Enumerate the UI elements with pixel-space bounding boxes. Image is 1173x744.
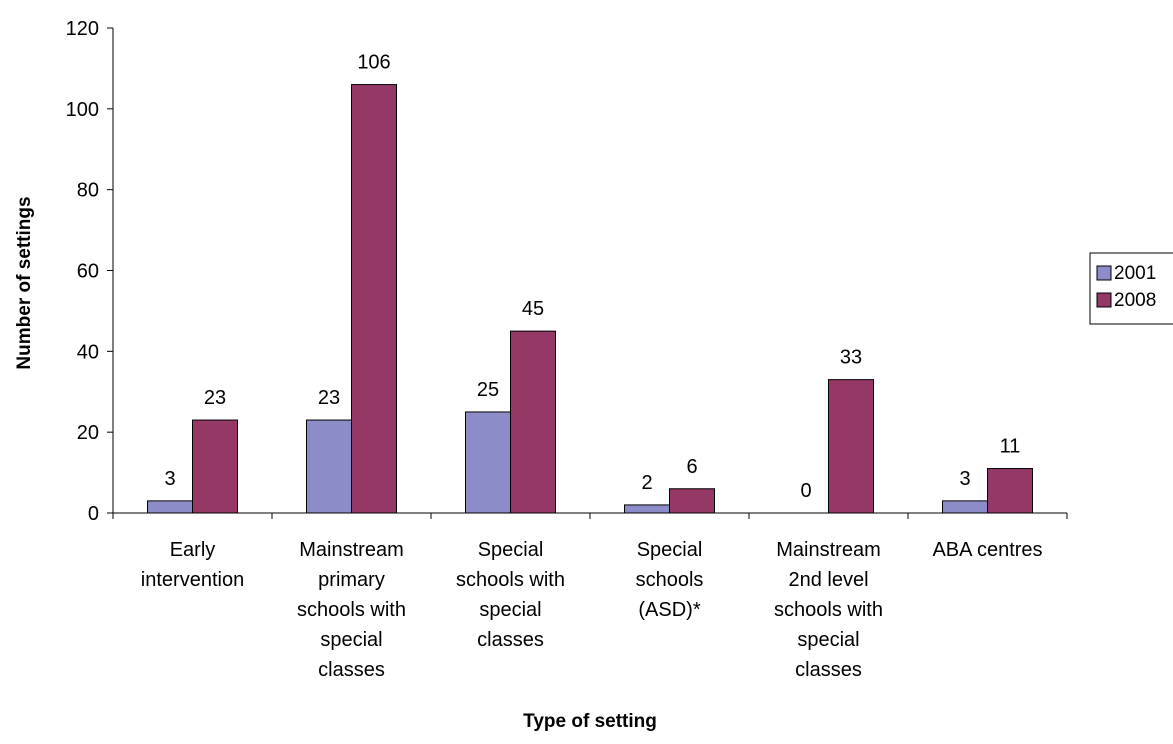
data-label-2001-4: 0 [800, 480, 811, 502]
category-label-line: (ASD)* [638, 599, 700, 621]
y-tick-label: 40 [77, 341, 99, 363]
x-axis [112, 512, 1068, 519]
bar-2001-3 [624, 504, 670, 514]
legend-label-2001: 2001 [1114, 263, 1156, 284]
category-label-line: schools [636, 569, 704, 591]
category-labels: Early intervention Mainstream primary school… [141, 539, 1043, 681]
data-label-2001-3: 2 [641, 472, 652, 494]
category-label-line: special [479, 599, 541, 621]
data-label-2001-0: 3 [164, 468, 175, 490]
data-label-2008-2: 45 [522, 298, 544, 320]
category-label-line: schools with [456, 569, 565, 591]
category-label-line: schools with [297, 599, 406, 621]
x-axis-title: Type of setting [523, 711, 657, 732]
bar-2008-1 [351, 84, 397, 514]
y-tick-label: 120 [66, 18, 99, 40]
category-label-line: special [320, 629, 382, 651]
data-labels: 3 23 25 2 0 3 23 106 45 6 33 11 [164, 52, 1020, 502]
category-label-line: intervention [141, 569, 244, 591]
category-label-line: 2nd level [788, 569, 868, 591]
bar-2008-0 [192, 419, 238, 514]
data-label-2001-5: 3 [959, 468, 970, 490]
category-label-line: classes [318, 659, 385, 681]
y-tick-label: 100 [66, 99, 99, 121]
bar-2001-0 [147, 500, 193, 514]
y-tick-label: 20 [77, 422, 99, 444]
y-tick-label: 0 [88, 503, 99, 525]
category-label-line: schools with [774, 599, 883, 621]
bar-2001-1 [306, 419, 352, 514]
bars [147, 84, 1033, 514]
legend-label-2008: 2008 [1114, 290, 1156, 311]
category-label-line: Special [637, 539, 703, 561]
y-axis: 0 20 40 60 80 100 120 [66, 18, 114, 525]
bar-2008-5 [987, 468, 1033, 514]
bar-2001-2 [465, 411, 511, 514]
legend: 2001 2008 [1089, 252, 1173, 325]
bar-2008-4 [828, 379, 874, 514]
category-label-line: ABA centres [932, 539, 1042, 561]
bar-2008-3 [669, 488, 715, 514]
data-label-2008-0: 23 [204, 387, 226, 409]
data-label-2008-3: 6 [686, 456, 697, 478]
category-label-line: Early [170, 539, 216, 561]
category-label-line: classes [477, 629, 544, 651]
data-label-2001-2: 25 [477, 379, 499, 401]
category-label-line: classes [795, 659, 862, 681]
data-label-2008-5: 11 [1000, 436, 1021, 458]
data-label-2008-4: 33 [840, 347, 862, 369]
category-label-line: Mainstream [299, 539, 403, 561]
data-label-2001-1: 23 [318, 387, 340, 409]
data-label-2008-1: 106 [357, 52, 390, 74]
y-axis-title: Number of settings [14, 196, 35, 369]
legend-box [1089, 252, 1173, 325]
legend-swatch-2008 [1096, 292, 1112, 308]
category-label-line: special [797, 629, 859, 651]
category-label-line: Special [478, 539, 544, 561]
y-tick-label: 80 [77, 180, 99, 202]
y-tick-label: 60 [77, 261, 99, 283]
bar-2001-5 [942, 500, 988, 514]
bar-2008-2 [510, 330, 556, 514]
legend-swatch-2001 [1096, 265, 1112, 281]
category-label-line: primary [318, 569, 385, 591]
category-label-line: Mainstream [776, 539, 880, 561]
